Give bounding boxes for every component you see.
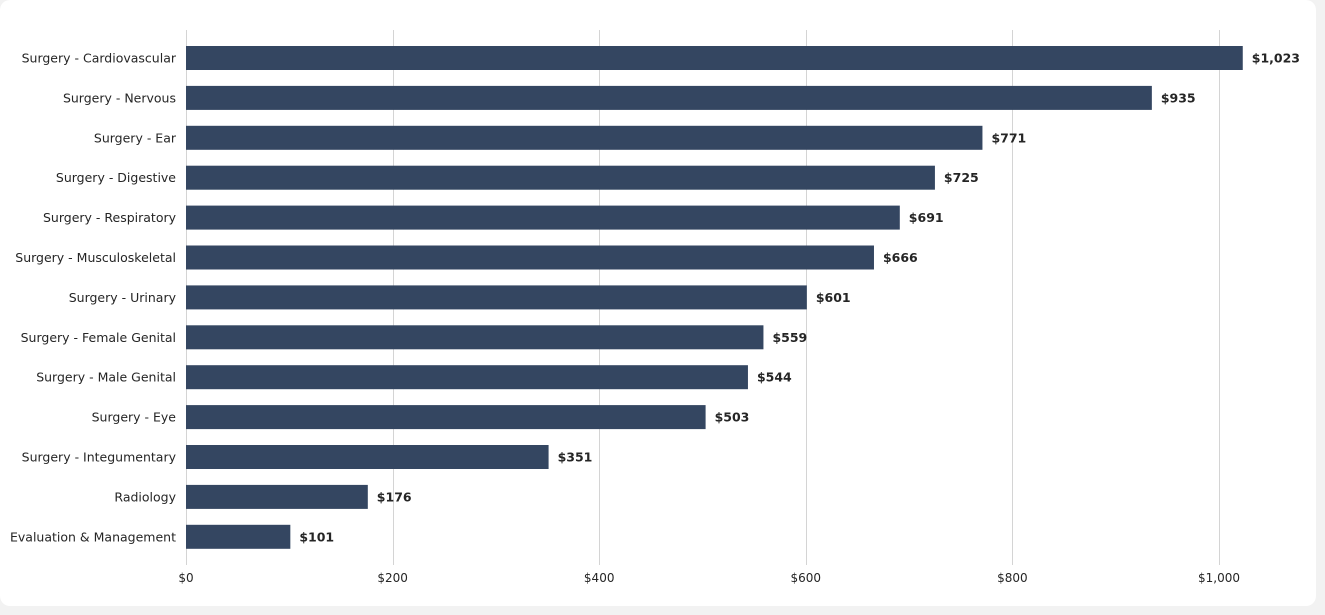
bar[interactable] [186,524,291,549]
bar[interactable] [186,405,706,430]
bar[interactable] [186,165,935,190]
bar-chart: Surgery - Cardiovascular Surgery - Nervou… [10,30,1300,585]
chart-card: Surgery - Cardiovascular Surgery - Nervou… [0,0,1316,606]
data-label: $1,023 [1252,51,1300,66]
bar[interactable] [186,285,807,310]
category-label: Surgery - Urinary [69,290,177,305]
category-labels: Surgery - Cardiovascular Surgery - Nervou… [10,51,177,545]
data-label: $544 [757,370,792,385]
x-tick-label: $600 [791,571,822,585]
data-label: $935 [1161,90,1196,105]
data-label: $351 [558,450,593,465]
bar[interactable] [186,46,1243,70]
data-label: $725 [944,170,979,185]
category-label: Surgery - Ear [94,130,177,145]
bar[interactable] [186,365,748,390]
bar[interactable] [186,484,368,509]
x-tick-label: $800 [997,571,1028,585]
x-axis-tick-labels: $0 $200 $400 $600 $800 $1,000 [178,571,1240,585]
category-label: Surgery - Musculoskeletal [15,250,176,265]
bar[interactable] [186,125,983,150]
x-tick-label: $400 [584,571,615,585]
category-label: Surgery - Digestive [56,170,176,185]
value-labels: $1,023 $935 $771 $725 $691 $666 $601 $559 $544 $5… [299,51,1300,545]
category-label: Surgery - Cardiovascular [22,51,177,66]
bar[interactable] [186,245,874,270]
category-label: Radiology [114,489,176,504]
bar[interactable] [186,445,549,469]
x-tick-label: $0 [178,571,193,585]
category-label: Surgery - Respiratory [43,210,177,225]
category-label: Surgery - Male Genital [36,370,176,385]
category-label: Surgery - Nervous [63,90,176,105]
data-label: $601 [816,290,851,305]
bar[interactable] [186,85,1152,110]
data-label: $101 [299,529,334,544]
data-label: $666 [883,250,918,265]
x-tick-label: $1,000 [1198,571,1240,585]
bar[interactable] [186,205,900,230]
data-label: $559 [772,330,807,345]
bar[interactable] [186,325,764,350]
bars [186,46,1243,549]
data-label: $503 [715,410,750,425]
data-label: $176 [377,489,412,504]
category-label: Surgery - Eye [92,410,177,425]
data-label: $691 [909,210,944,225]
category-label: Surgery - Integumentary [22,450,177,465]
category-label: Surgery - Female Genital [21,330,176,345]
category-label: Evaluation & Management [10,529,176,544]
data-label: $771 [991,130,1026,145]
x-tick-label: $200 [377,571,408,585]
